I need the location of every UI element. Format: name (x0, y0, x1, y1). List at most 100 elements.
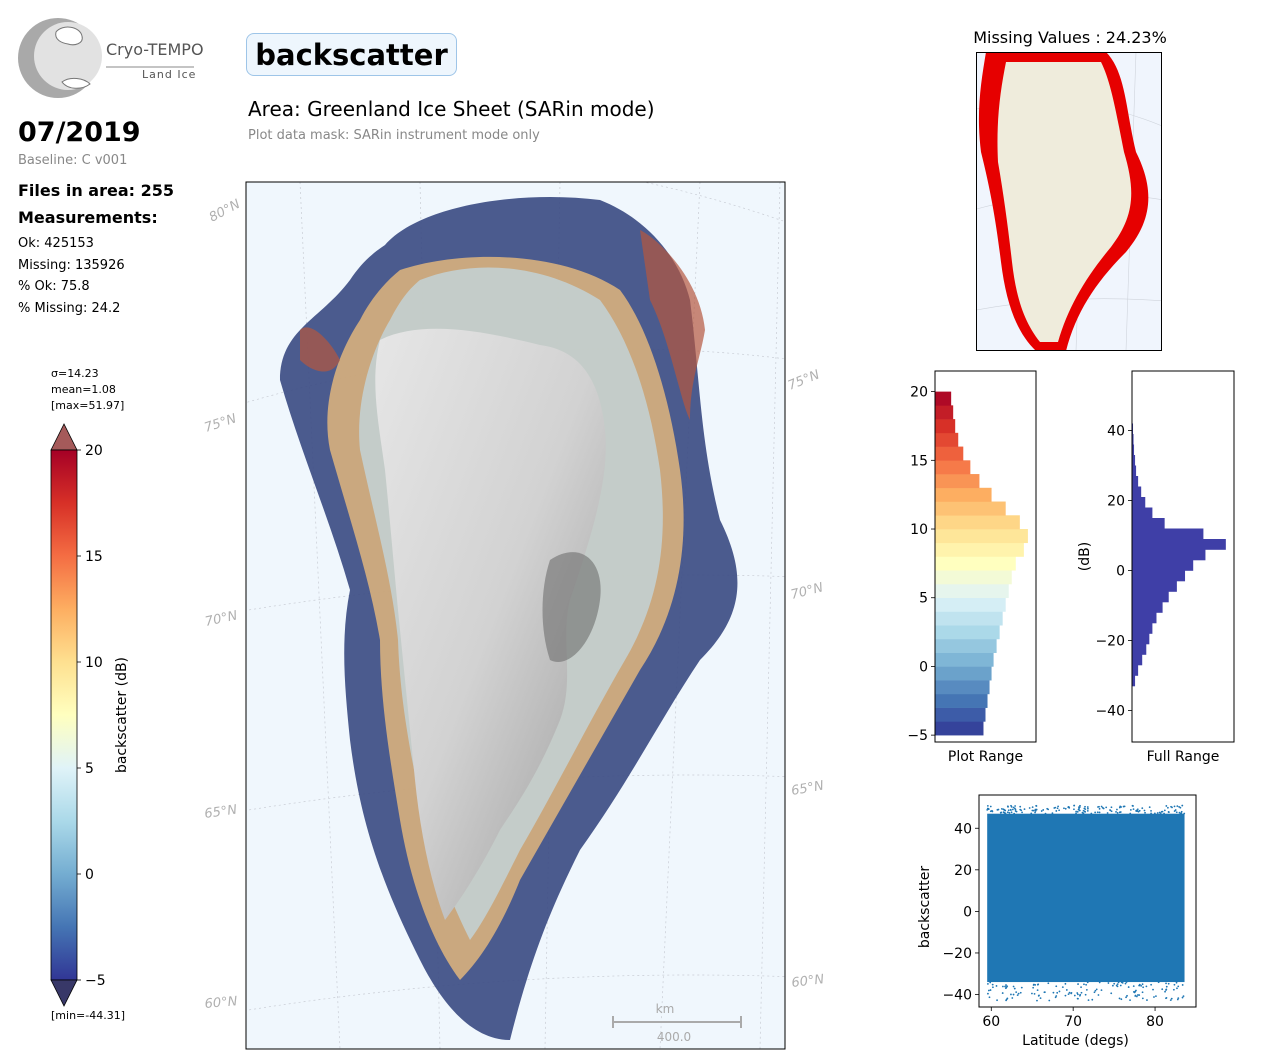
scatter-point (1178, 811, 1181, 814)
scatter-point (1153, 812, 1156, 815)
scatter-point (1098, 805, 1100, 808)
scatter-point (1030, 812, 1033, 815)
scatter-point (1115, 810, 1117, 813)
scatter-point (1116, 983, 1119, 985)
scatter-point (1121, 981, 1124, 984)
scatter-point (1096, 811, 1099, 814)
scatter-point (1176, 805, 1179, 808)
baseline-label: Baseline: C v001 (18, 153, 128, 168)
scatter-point (1004, 809, 1007, 812)
scatter-point (1034, 811, 1036, 814)
colorbar-gradient (50, 449, 78, 981)
scatter-point (1042, 809, 1045, 811)
scatter-point (1136, 994, 1139, 996)
scatter-point (1176, 998, 1179, 1001)
scatter-point (1017, 992, 1020, 995)
map-scalebar: km 400.0 (612, 1002, 742, 1044)
missing-land (997, 62, 1132, 342)
scatter-point (1064, 807, 1067, 810)
scatter-point (1036, 999, 1038, 1002)
scatter-point (1034, 810, 1037, 812)
scatter-point (1141, 983, 1144, 986)
lat-label-right-65: 65°N (790, 778, 825, 799)
histogram-bar (1132, 518, 1165, 529)
scatter-point (1110, 806, 1113, 809)
scatter-point (1150, 809, 1152, 812)
scatter-point (1116, 808, 1118, 811)
scatter-point (1127, 986, 1130, 988)
scatter-point (1157, 981, 1160, 984)
histogram-bar (1132, 455, 1136, 466)
scatter-point (1125, 996, 1127, 999)
colorbar-axis-label: backscatter (dB) (114, 657, 130, 773)
scatter-point (1076, 810, 1079, 813)
lat-label-left-75: 75°N (203, 411, 239, 435)
scatter-point (1013, 987, 1016, 990)
colorbar-extend-bottom (50, 979, 78, 1007)
scatter-point (1078, 806, 1080, 809)
scatter-point (1144, 811, 1146, 814)
files-in-area: Files in area: 255 (18, 181, 174, 200)
scatter-point (1078, 809, 1081, 812)
scatter-point (1181, 996, 1184, 999)
scatter-point (1163, 809, 1166, 812)
histogram-bar (1132, 591, 1169, 603)
histogram-bar (935, 391, 952, 406)
scatter-point (996, 999, 998, 1002)
scatter-point (1173, 805, 1176, 808)
scatter-point (987, 808, 990, 811)
scatter-point (1010, 811, 1013, 814)
scatter-ytick-label: 20 (954, 863, 972, 879)
scatter-point (1123, 805, 1126, 808)
scatter-point (1141, 807, 1144, 810)
scatter-point (1129, 999, 1131, 1002)
histogram-tick-label: −40 (1095, 704, 1125, 720)
lat-label-right-70: 70°N (789, 580, 825, 603)
histogram-bar (935, 583, 1009, 599)
histogram-bar (1132, 497, 1146, 508)
scatter-point (1032, 986, 1035, 989)
scatter-point (1043, 991, 1046, 994)
scatter-point (1134, 994, 1137, 997)
scatter-point (1165, 996, 1168, 999)
scatter-point (1113, 982, 1116, 985)
scatter-point (1086, 981, 1089, 984)
stat-ok: Ok: 425153 (18, 236, 94, 251)
scatter-point (1006, 805, 1009, 808)
scatter-point (1135, 989, 1137, 992)
histogram-bar (935, 432, 959, 447)
scatter-point (1118, 997, 1121, 1000)
scatter-xtick-label: 70 (1064, 1014, 1082, 1030)
scatter-point (991, 983, 994, 986)
histogram-xlabel: Plot Range (948, 749, 1023, 765)
scatter-point (1082, 812, 1085, 815)
scatter-point (1004, 985, 1006, 988)
scatter-point (1141, 991, 1144, 994)
scatter-point (1106, 812, 1109, 814)
scatter-point (1023, 808, 1026, 811)
scatter-point (1055, 995, 1058, 997)
scatter-point (1064, 982, 1067, 985)
missing-values-map (976, 52, 1162, 351)
colorbar-sigma: σ=14.23 (51, 367, 99, 380)
scatter-point (1119, 984, 1122, 987)
scatter-point (987, 983, 989, 985)
histogram-bar (1132, 675, 1136, 687)
scatter-point (1167, 982, 1170, 985)
logo-island-shape (55, 26, 83, 46)
histogram-bar (1132, 612, 1157, 624)
histogram-bar (935, 501, 1006, 516)
scatter-point (1161, 988, 1164, 991)
scatter-point (1179, 812, 1182, 815)
scatter-point (1165, 985, 1168, 988)
scatter-point (1016, 994, 1019, 997)
scatter-point (1053, 807, 1056, 809)
scatter-point (1145, 985, 1148, 988)
histogram-bar (935, 405, 954, 420)
stat-missing: Missing: 135926 (18, 258, 125, 273)
scatter-point (1084, 808, 1087, 811)
histogram-bar (935, 721, 984, 736)
colorbar-extend-top (50, 423, 78, 451)
scatter-point (1085, 988, 1088, 991)
scatter-point (1028, 807, 1031, 809)
